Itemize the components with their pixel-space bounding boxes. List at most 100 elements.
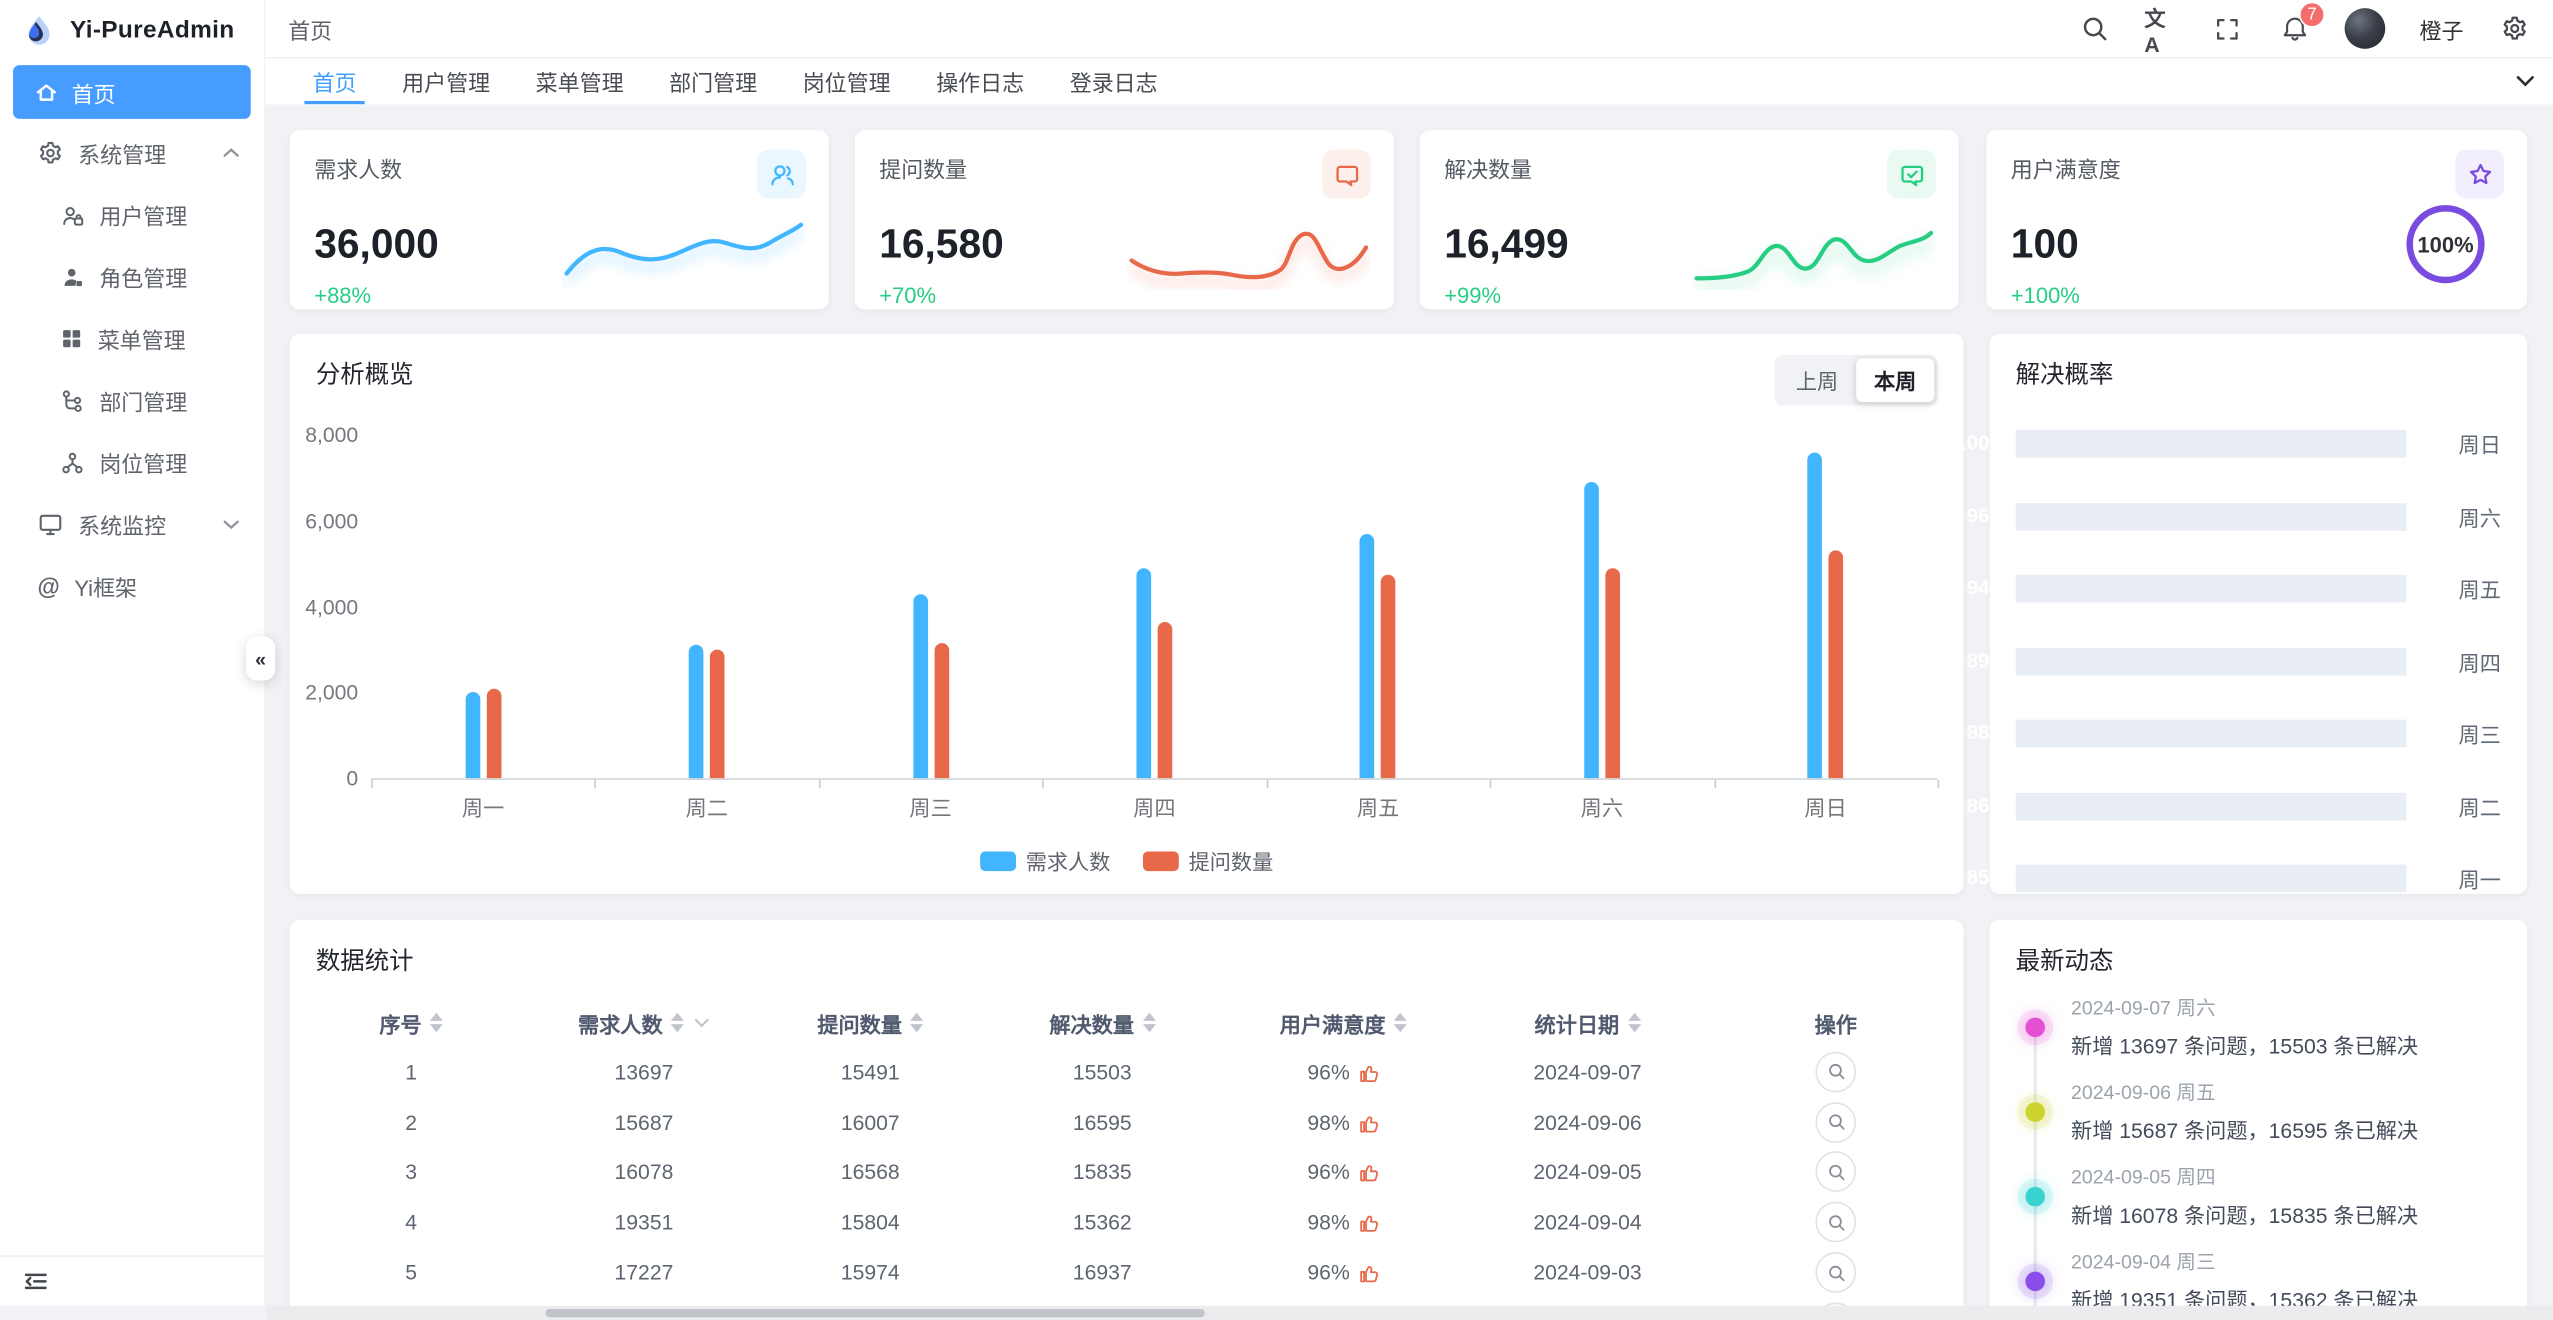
username[interactable]: 橙子 xyxy=(2419,18,2464,44)
settings-gear-icon[interactable] xyxy=(2498,12,2531,45)
cell-date: 2024-09-04 xyxy=(1533,1210,1642,1235)
column-header-satisfaction[interactable]: 用户满意度 xyxy=(1220,1007,1467,1038)
tab-post-management[interactable]: 岗位管理 xyxy=(802,71,891,97)
star-badge-icon xyxy=(2455,149,2505,199)
sidebar-item-yi-framework[interactable]: @ Yi框架 xyxy=(0,555,264,617)
filter-chevron-icon[interactable] xyxy=(694,1018,710,1028)
chart-legend: 需求人数 提问数量 xyxy=(290,845,1964,876)
cell-satisfaction: 96% ♥ xyxy=(1220,1060,1467,1084)
view-detail-button[interactable] xyxy=(1815,1202,1857,1243)
avatar[interactable] xyxy=(2344,8,2386,49)
cell-satisfaction: 98% ♥ xyxy=(1220,1110,1467,1134)
timeline-date: 2024-09-06 周五 xyxy=(2071,1081,2216,1104)
y-axis-tick: 2,000 xyxy=(305,680,359,705)
sidebar-collapse-button[interactable]: « xyxy=(245,636,276,681)
logo-drop-icon xyxy=(21,12,57,48)
cell-date: 2024-09-03 xyxy=(1533,1260,1642,1285)
x-axis-line xyxy=(371,778,1938,780)
cell-demand: 19351 xyxy=(614,1210,674,1235)
progress-value: 94% xyxy=(1966,576,2008,600)
cell-questions: 16007 xyxy=(840,1109,900,1135)
sidebar-item-department-management[interactable]: 部门管理 xyxy=(0,370,264,432)
legend-item-demand[interactable]: 需求人数 xyxy=(980,845,1110,876)
logo[interactable]: Yi-PureAdmin xyxy=(0,0,264,60)
y-axis-tick: 8,000 xyxy=(305,422,359,447)
table-row: 4 19351 15804 15362 98% ♥ 2024-09-04 xyxy=(290,1197,1964,1247)
view-detail-button[interactable] xyxy=(1815,1101,1857,1143)
column-header-date[interactable]: 统计日期 xyxy=(1467,1007,1708,1038)
view-detail-button[interactable] xyxy=(1815,1051,1857,1093)
home-icon xyxy=(34,80,58,104)
sidebar-item-system-monitor[interactable]: 系统监控 xyxy=(0,493,264,555)
sort-carets-icon[interactable] xyxy=(1142,1012,1156,1033)
sort-carets-icon[interactable] xyxy=(1627,1012,1641,1033)
tab-home[interactable]: 首页 xyxy=(290,59,380,105)
tab-department-management[interactable]: 部门管理 xyxy=(669,71,758,97)
tabs-menu-chevron-icon[interactable] xyxy=(2498,59,2553,105)
bar xyxy=(465,692,480,779)
legend-label: 提问数量 xyxy=(1188,849,1274,875)
sort-carets-icon[interactable] xyxy=(1393,1012,1407,1033)
sort-carets-icon[interactable] xyxy=(910,1012,924,1033)
column-header-id[interactable]: 序号 xyxy=(290,1007,533,1038)
sidebar-item-label: 角色管理 xyxy=(99,267,188,292)
sidebar-item-post-management[interactable]: 岗位管理 xyxy=(0,431,264,493)
legend-item-questions[interactable]: 提问数量 xyxy=(1142,845,1274,876)
stat-delta: +70% xyxy=(879,283,937,308)
bar xyxy=(1360,533,1375,779)
at-sign-icon: @ xyxy=(37,573,60,600)
bar xyxy=(912,593,928,779)
view-detail-button[interactable] xyxy=(1815,1252,1857,1293)
grid-icon xyxy=(60,327,83,350)
sidebar-item-system-management[interactable]: 系统管理 xyxy=(0,122,264,184)
timeline-item: 2024-09-04 周三 新增 19351 条问题，15362 条已解决 xyxy=(2016,1247,2501,1314)
column-header-questions[interactable]: 提问数量 xyxy=(755,1007,985,1038)
x-axis-label: 周四 xyxy=(1133,796,1176,821)
sidebar-item-role-management[interactable]: 角色管理 xyxy=(0,246,264,308)
bar-chart xyxy=(371,435,1937,779)
sidebar-item-home[interactable]: 首页 xyxy=(13,65,251,119)
fullscreen-icon[interactable] xyxy=(2211,12,2244,45)
bar-group xyxy=(371,435,595,779)
progress-value: 88% xyxy=(1966,721,2008,745)
scrollbar-thumb[interactable] xyxy=(545,1309,1205,1318)
magnifier-icon xyxy=(1828,1164,1844,1181)
thumb-up-icon xyxy=(1360,1115,1379,1132)
cell-satisfaction: 96% ♥ xyxy=(1220,1260,1467,1285)
sort-carets-icon[interactable] xyxy=(670,1012,684,1033)
search-icon[interactable] xyxy=(2078,12,2111,45)
cell-id: 2 xyxy=(405,1109,417,1135)
toggle-last-week[interactable]: 上周 xyxy=(1795,369,1839,395)
stat-value: 36,000 xyxy=(314,221,439,268)
stat-delta: +88% xyxy=(314,283,372,308)
toggle-this-week[interactable]: 本周 xyxy=(1856,358,1935,403)
translate-icon[interactable]: 文A xyxy=(2144,5,2166,57)
column-header-solved[interactable]: 解决数量 xyxy=(985,1007,1219,1038)
sidebar-item-user-management[interactable]: 用户管理 xyxy=(0,184,264,246)
cell-solved: 15503 xyxy=(1072,1059,1132,1085)
latest-news-card: 最新动态 2024-09-07 周六 新增 13697 条问题，15503 条已… xyxy=(1989,919,2527,1320)
cell-questions: 15804 xyxy=(840,1210,900,1235)
horizontal-scrollbar xyxy=(267,1305,2553,1320)
table-row: 3 16078 16568 15835 96% ♥ 2024-09-05 xyxy=(290,1147,1964,1197)
tab-login-log[interactable]: 登录日志 xyxy=(1069,71,1158,97)
sidebar-footer xyxy=(0,1255,264,1305)
stat-delta: +99% xyxy=(1444,283,1502,308)
day-label: 周四 xyxy=(2458,650,2501,675)
tab-operation-log[interactable]: 操作日志 xyxy=(936,71,1025,97)
tree-branch-icon xyxy=(60,388,84,412)
sort-carets-icon[interactable] xyxy=(429,1012,443,1033)
breadcrumb[interactable]: 首页 xyxy=(288,18,333,44)
gear-icon xyxy=(37,140,63,166)
view-detail-button[interactable] xyxy=(1815,1151,1857,1193)
notifications-bell[interactable]: 7 xyxy=(2278,0,2326,45)
bar-group xyxy=(1714,435,1938,779)
column-header-demand[interactable]: 需求人数 xyxy=(532,1007,755,1038)
menu-fold-icon[interactable] xyxy=(23,1268,49,1294)
navbar: 首页 文A 7 橙子 xyxy=(265,0,2553,59)
sidebar-item-menu-management[interactable]: 菜单管理 xyxy=(0,308,264,370)
thumb-up-icon xyxy=(1360,1165,1379,1183)
cell-demand: 17227 xyxy=(614,1260,674,1285)
tab-menu-management[interactable]: 菜单管理 xyxy=(535,71,624,97)
tab-user-management[interactable]: 用户管理 xyxy=(402,71,491,97)
